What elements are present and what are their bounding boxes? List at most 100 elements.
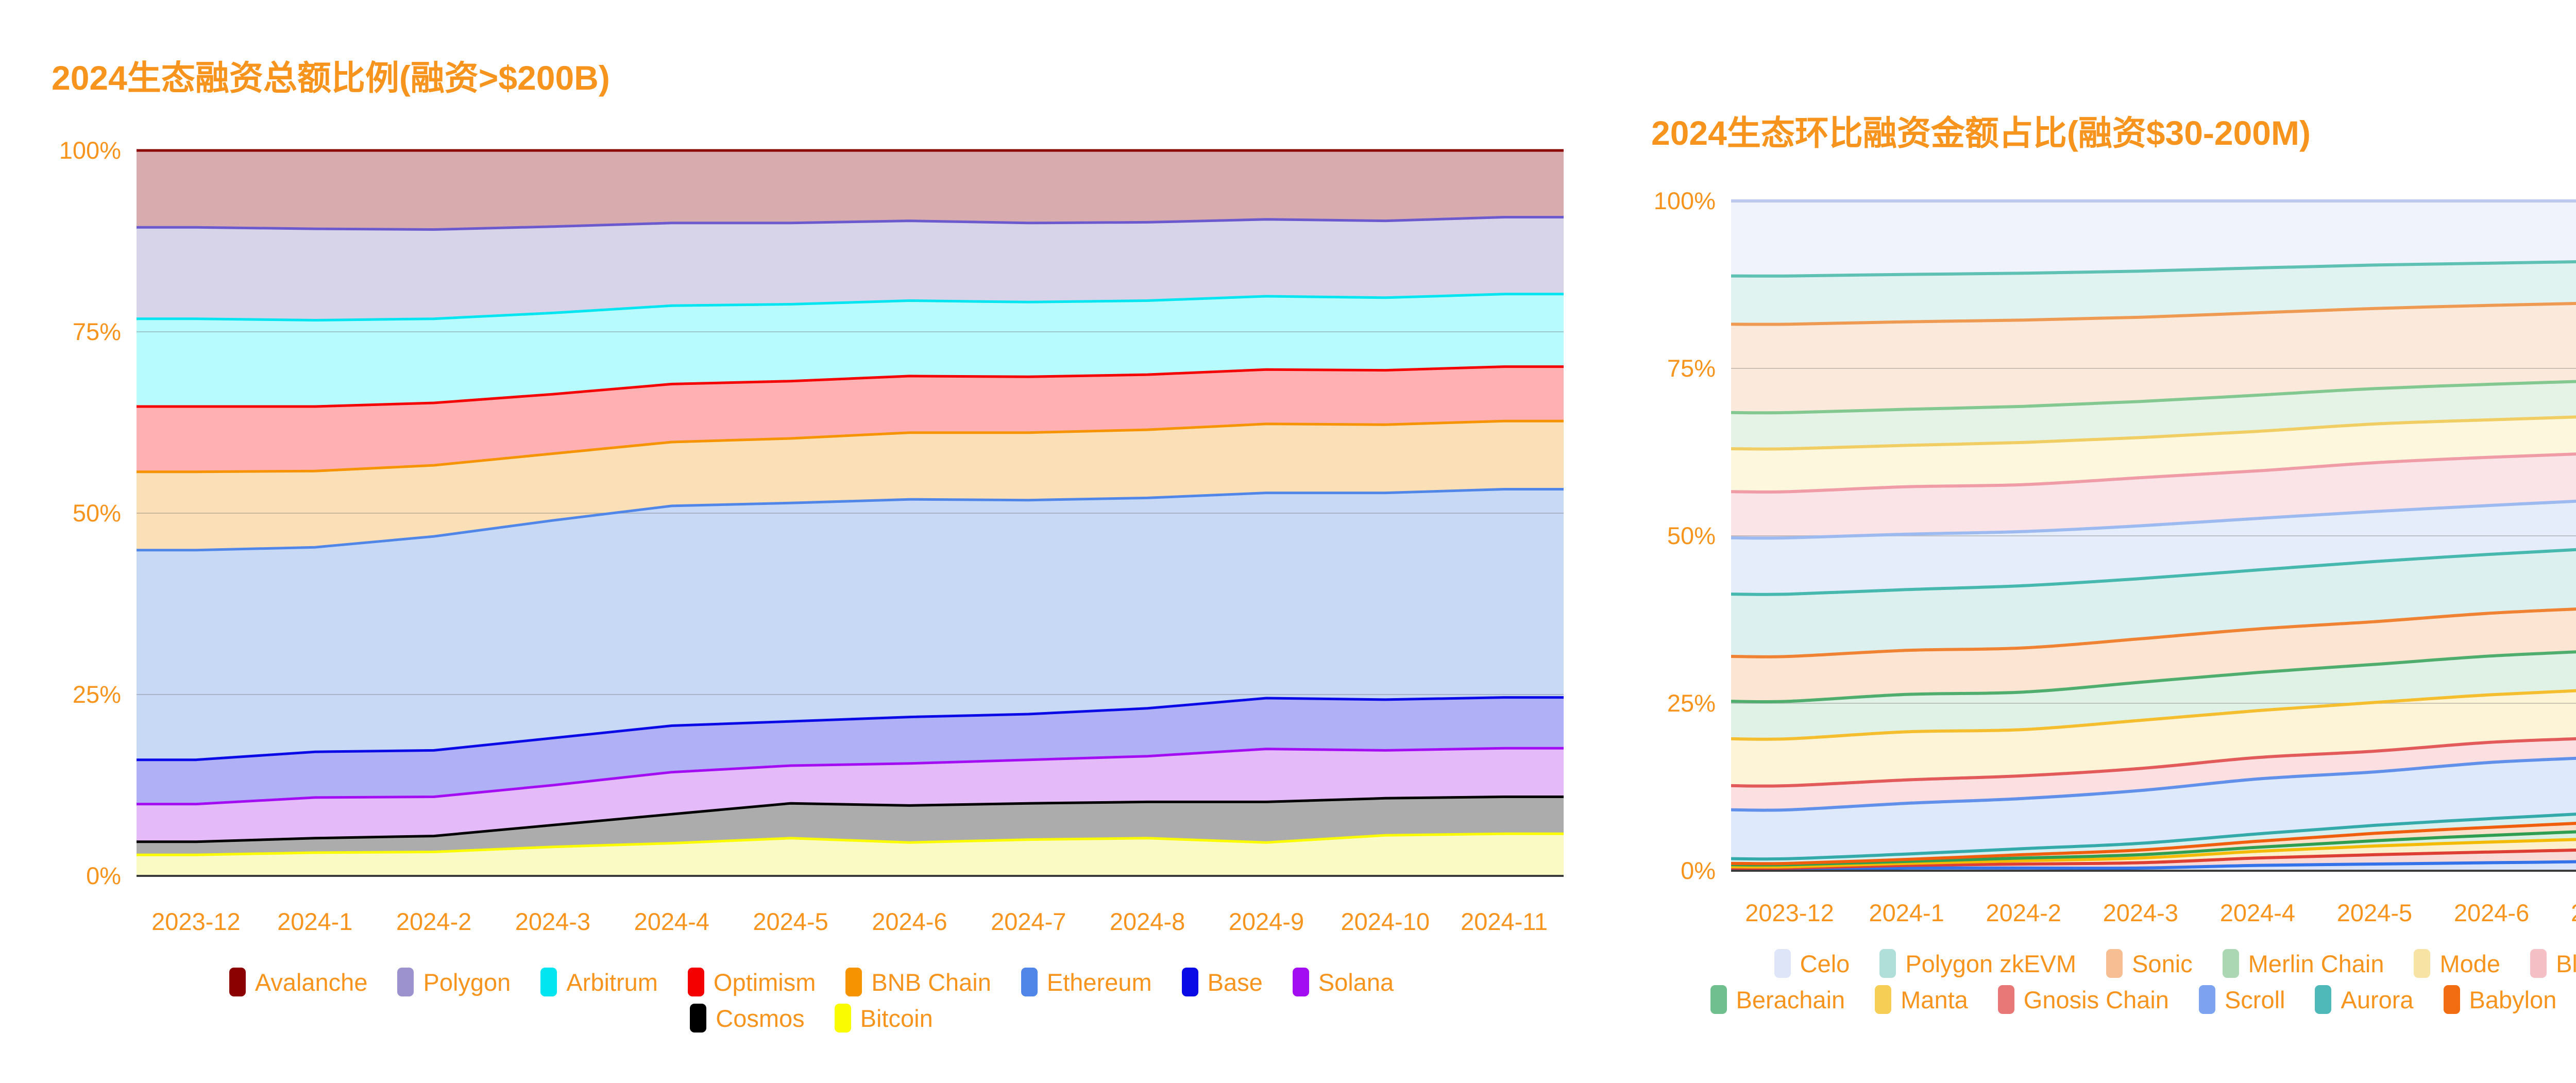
legend-label-avalanche: Avalanche [255,968,368,996]
bnb-chain-area[interactable] [137,421,1564,550]
blast-area[interactable] [1731,440,2576,538]
arbitrum-area[interactable] [137,294,1564,407]
y-tick-75: 75% [1667,354,1716,382]
x-tick-2024-2: 2024-2 [1986,899,2061,926]
sui-line [1731,848,2576,870]
legend-label-blast: Blast [2556,950,2576,977]
legend-item-arbitrum[interactable]: Arbitrum [540,968,658,996]
polygon-zkevm-swatch-icon [1879,949,1896,978]
x-tick-2024-6: 2024-6 [872,908,947,935]
chart-left-legend: Avalanche Polygon Arbitrum Optimism BNB Chai… [31,968,1592,1033]
x-tick-2024-10: 2024-10 [1341,908,1430,935]
merlin-chain-area[interactable] [1731,370,2576,449]
x-tick-2024-2: 2024-2 [396,908,471,935]
bitcoin-swatch-icon [834,1004,851,1033]
legend-item-berachain[interactable]: Berachain [1710,985,1845,1014]
legend-item-avalanche[interactable]: Avalanche [229,968,368,996]
bnb-chain-swatch-icon [845,968,862,996]
legend-label-bnb-chain: BNB Chain [871,968,991,996]
legend-item-sonic[interactable]: Sonic [2106,949,2193,978]
cosmos-swatch-icon [690,1004,707,1033]
cosmos-line [137,796,1564,843]
legend-item-polygon-zkevm[interactable]: Polygon zkEVM [1879,949,2076,978]
ethereum-swatch-icon [1021,968,1038,996]
solana-swatch-icon [1292,968,1309,996]
blast-swatch-icon [2530,949,2547,978]
legend-label-celo: Celo [1800,950,1850,977]
legend-label-polygon: Polygon [423,968,511,996]
legend-label-babylon: Babylon [2469,986,2557,1013]
mode-area[interactable] [1731,406,2576,492]
legend-item-base[interactable]: Base [1181,968,1263,996]
y-tick-25: 25% [1667,689,1716,717]
legend-item-optimism[interactable]: Optimism [687,968,816,996]
berachain-swatch-icon [1710,985,1727,1014]
gnosis-chain-area[interactable] [1731,723,2576,810]
x-tick-2023-12: 2023-12 [151,908,241,935]
chart-left-title: 2024生态融资总额比例(融资>$200B) [52,59,610,97]
linea-line [1731,548,2576,596]
legend-item-babylon[interactable]: Babylon [2443,985,2557,1014]
x-tick-2024-8: 2024-8 [1110,908,1185,935]
legend-label-optimism: Optimism [713,968,816,996]
manta-swatch-icon [1875,985,1892,1014]
cosmos-area[interactable] [137,797,1564,855]
avalanche-area[interactable] [137,150,1564,230]
aurora-line [1731,812,2576,861]
berachain-area[interactable] [1731,636,2576,739]
celo-area[interactable] [1731,201,2576,276]
legend-item-bnb-chain[interactable]: BNB Chain [845,968,991,996]
optimism-area[interactable] [137,366,1564,472]
polygon-swatch-icon [397,968,414,996]
polygon-area[interactable] [137,217,1564,320]
legend-item-bitcoin[interactable]: Bitcoin [834,1004,933,1033]
legend-item-cosmos[interactable]: Cosmos [690,1004,805,1033]
scroll-area[interactable] [1731,742,2576,859]
aurora-swatch-icon [2315,985,2332,1014]
legend-label-aurora: Aurora [2341,986,2414,1013]
legend-item-merlin-chain[interactable]: Merlin Chain [2222,949,2384,978]
bitcoin-line [137,832,1564,856]
polkadot-line [1731,838,2576,869]
zksync-line [1731,499,2576,540]
legend-item-aurora[interactable]: Aurora [2315,985,2414,1014]
legend-label-bitcoin: Bitcoin [860,1004,933,1032]
y-tick-100: 100% [1654,187,1716,214]
chart-right-title: 2024生态环比融资金额占比(融资$30-200M) [1651,114,2311,152]
ton-line [1731,860,2576,871]
y-tick-25: 25% [73,681,121,708]
legend-item-solana[interactable]: Solana [1292,968,1394,996]
legend-item-polygon[interactable]: Polygon [397,968,511,996]
legend-item-mode[interactable]: Mode [2414,949,2500,978]
legend-item-scroll[interactable]: Scroll [2198,985,2285,1014]
chart-right-legend: Celo Polygon zkEVM Sonic Merlin Chain Mode Bl… [1607,949,2576,1014]
legend-item-gnosis-chain[interactable]: Gnosis Chain [1997,985,2169,1014]
bitcoin-area[interactable] [137,834,1564,876]
legend-item-blast[interactable]: Blast [2530,949,2576,978]
legend-item-ethereum[interactable]: Ethereum [1021,968,1152,996]
manta-area[interactable] [1731,675,2576,786]
linea-area[interactable] [1731,534,2576,657]
sonic-area[interactable] [1731,297,2576,413]
legend-label-polygon-zkevm: Polygon zkEVM [1905,950,2077,977]
solana-area[interactable] [137,748,1564,842]
x-tick-2024-1: 2024-1 [1869,899,1944,926]
base-line [137,696,1564,762]
legend-label-scroll: Scroll [2224,986,2285,1013]
legend-label-cosmos: Cosmos [716,1004,805,1032]
mode-swatch-icon [2414,949,2431,978]
ethereum-area[interactable] [137,489,1564,760]
zksync-area[interactable] [1731,487,2576,595]
blast-line [1731,452,2576,494]
y-tick-50: 50% [73,499,121,527]
legend-item-celo[interactable]: Celo [1774,949,1850,978]
x-tick-2024-9: 2024-9 [1229,908,1304,935]
mantle-area[interactable] [1731,594,2576,702]
legend-item-manta[interactable]: Manta [1875,985,1968,1014]
x-tick-2024-5: 2024-5 [753,908,828,935]
legend-label-mode: Mode [2439,950,2501,977]
babylon-swatch-icon [2443,985,2460,1014]
base-area[interactable] [137,697,1564,804]
celo-swatch-icon [1774,949,1791,978]
legend-label-arbitrum: Arbitrum [566,968,658,996]
